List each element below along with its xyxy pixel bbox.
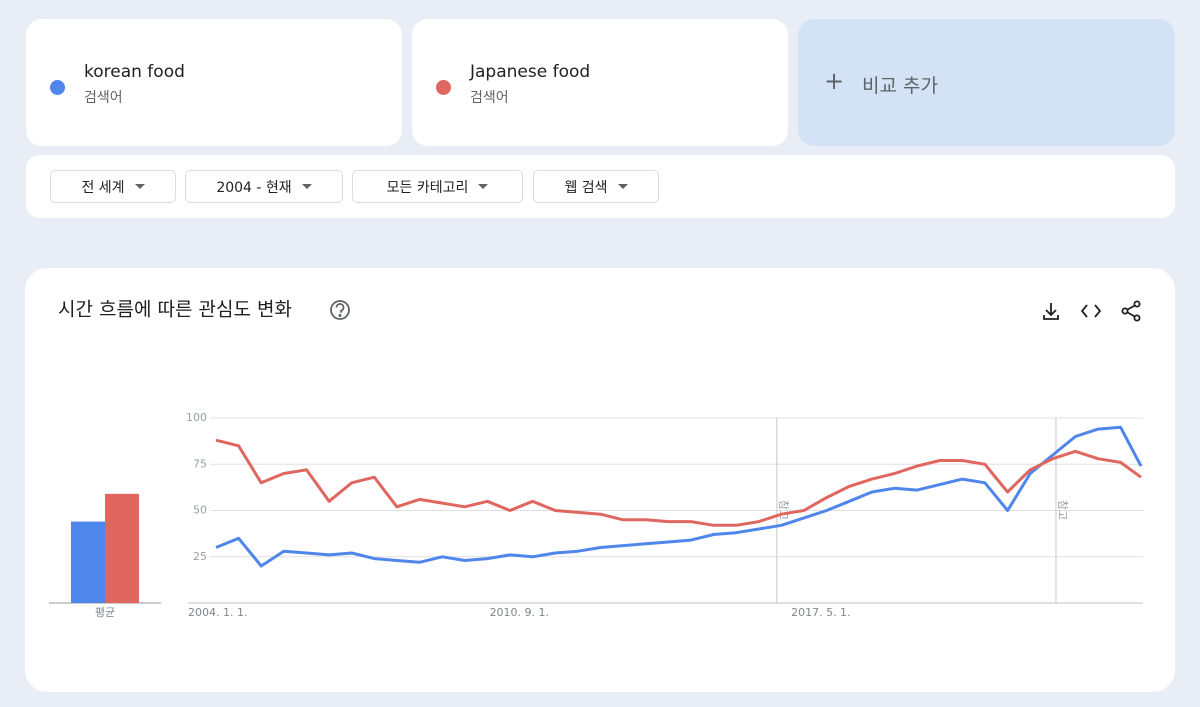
term-color xyxy=(436,80,451,95)
y-tick-label: 50 xyxy=(193,504,207,517)
annotation-label: 참고 xyxy=(777,500,790,520)
download-icon[interactable] xyxy=(1043,303,1059,320)
filter-label: 웹 검색 xyxy=(564,179,608,196)
filter-label: 전 세계 xyxy=(81,179,125,196)
help-icon[interactable] xyxy=(330,300,350,320)
trend-line xyxy=(215,438,1142,527)
bar xyxy=(105,493,139,603)
x-tick-label: 2010. 9. 1. xyxy=(490,606,549,619)
term-card[interactable]: Japanese food 검색어 xyxy=(412,19,788,146)
plus-icon: + xyxy=(824,67,845,95)
annotation-label: 참고 xyxy=(1056,500,1069,520)
filter-chip[interactable]: 전 세계 xyxy=(50,170,176,203)
x-tick-label: 평균 xyxy=(95,606,115,619)
section-title: 시간 흐름에 따른 관심도 변화 xyxy=(58,299,292,321)
y-tick-label: 100 xyxy=(186,411,207,424)
x-tick-label: 2004. 1. 1. xyxy=(188,606,247,619)
filter-label: 모든 카테고리 xyxy=(386,179,469,196)
term-type: 검색어 xyxy=(84,90,123,106)
term-card[interactable]: korean food 검색어 xyxy=(26,19,402,146)
trend-line xyxy=(215,425,1143,568)
bar xyxy=(71,521,105,603)
term-name: korean food xyxy=(84,62,185,82)
filter-label: 2004 - 현재 xyxy=(216,179,292,196)
embed-icon[interactable] xyxy=(1080,304,1102,318)
filter-chip[interactable]: 2004 - 현재 xyxy=(185,170,343,203)
add-compare-label: 비교 추가 xyxy=(862,75,938,97)
term-name: Japanese food xyxy=(470,62,591,82)
y-tick-label: 25 xyxy=(193,550,207,563)
filter-chip[interactable]: 웹 검색 xyxy=(533,170,659,203)
x-tick-label: 2017. 5. 1. xyxy=(791,606,850,619)
term-color xyxy=(50,80,65,95)
share-icon[interactable] xyxy=(1121,300,1141,322)
add-compare[interactable]: + 비교 추가 xyxy=(798,19,1175,146)
chart-card xyxy=(25,268,1175,692)
term-type: 검색어 xyxy=(470,90,509,106)
y-tick-label: 75 xyxy=(193,457,207,470)
filter-chip[interactable]: 모든 카테고리 xyxy=(352,170,523,203)
